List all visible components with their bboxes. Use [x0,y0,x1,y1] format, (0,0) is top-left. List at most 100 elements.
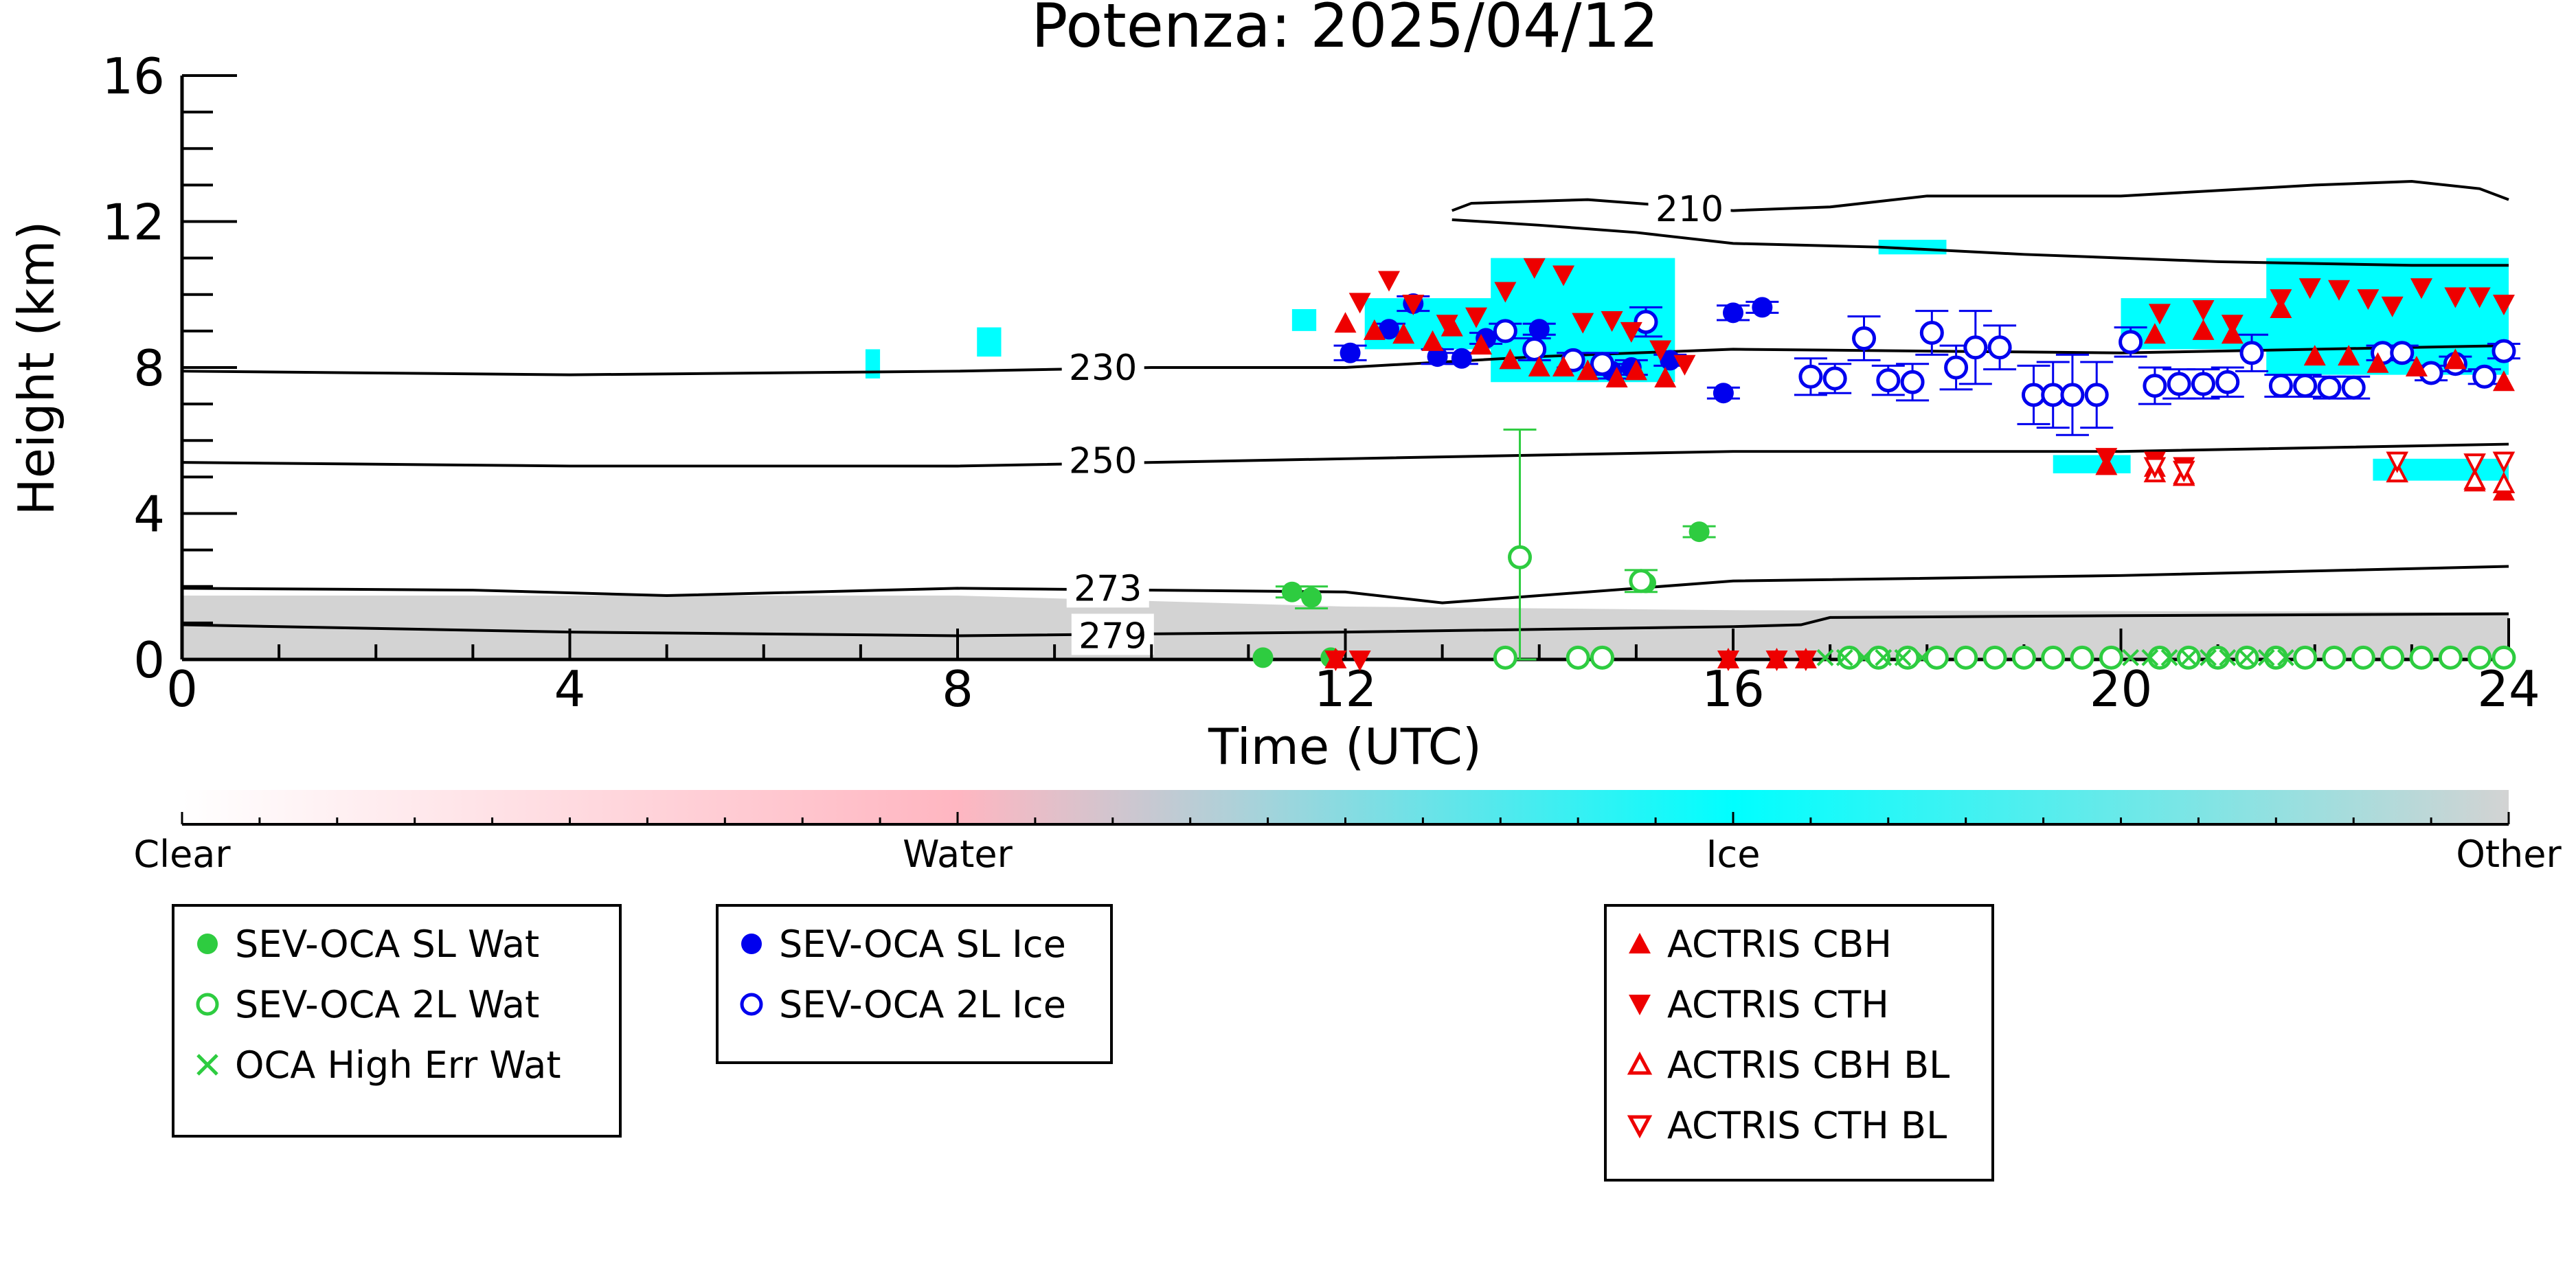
marker-triangle-down [2357,289,2380,310]
marker-open-circle [2239,341,2264,365]
marker-open-triangle-up [2492,471,2516,493]
data-markers [1252,258,2516,671]
marker-triangle-down [1717,651,1739,671]
temperature-contours: 210230250273279210 [181,180,2509,657]
contour-line [1451,180,2509,212]
marker-open-circle [1944,355,1969,380]
marker-open-circle [1866,645,1891,670]
marker-open-circle [1508,545,1533,569]
marker-triangle-down [2221,315,2244,336]
marker-triangle-up [2492,370,2515,392]
contour-label-bg [1066,566,1149,608]
contour-label-bg [1648,186,1731,228]
marker-open-circle [2041,383,2066,407]
marker-open-triangle-down [2463,453,2486,475]
marker-triangle-down [1649,340,1672,361]
marker-x [2180,648,2197,666]
marker-open-circle [1900,370,1925,394]
marker-triangle-up [1470,334,1493,355]
marker-filled-circle [1281,581,1302,602]
marker-open-circle [2099,645,2123,670]
marker-open-circle [1852,326,1877,350]
marker-filled-circle [1252,647,1274,668]
x-axis-label: Time (UTC) [1208,718,1482,776]
marker-open-circle [1590,645,1614,670]
marker-triangle-down [1601,310,1623,332]
marker-filled-circle [1340,342,1361,363]
marker-triangle-up [2303,345,2326,366]
contour-label: 250 [1069,440,1137,482]
marker-open-circle [2041,645,2066,670]
marker-x [2141,648,2159,666]
marker-x [1875,648,1893,666]
legend-item-2l-ice: SEV-OCA 2L Ice [732,982,1066,1026]
contour-label: 279 [1078,615,1146,657]
marker-open-circle [2084,383,2109,407]
colorbar-label-ice: Ice [1706,833,1761,876]
colorbar: Clear Water Ice Other [133,790,2562,876]
marker-x [2200,648,2217,666]
marker-open-circle [2119,330,2143,354]
y-tick-label: 0 [133,631,165,689]
marker-x [2219,648,2237,666]
marker-triangle-down [2148,304,2171,325]
x-tick-label: 20 [2090,660,2153,718]
marker-filled-circle [1427,346,1448,368]
marker-x [1835,648,1853,666]
marker-triangle-up [2338,345,2360,366]
colorbar-label-clear: Clear [133,833,231,876]
marker-triangle-down [1673,354,1696,376]
y-tick-label: 12 [102,194,165,251]
contour-line [1451,218,2509,267]
marker-triangle-down [1794,651,1817,671]
marker-open-circle [2147,645,2172,670]
marker-open-circle [1987,335,2012,360]
marker-open-circle [2021,383,2046,407]
legend-ice: SEV-OCA SL Ice SEV-OCA 2L Ice [716,904,1113,1064]
legend-item-cth-bl: ACTRIS CTH BL [1620,1104,1947,1147]
legend-label: ACTRIS CTH [1667,982,1889,1026]
legend-item-sl-ice: SEV-OCA SL Ice [732,923,1066,966]
contour-line [181,612,2509,637]
contour-label-bg [1071,613,1154,655]
marker-open-circle [2322,645,2347,670]
legend-item-2l-wat: SEV-OCA 2L Wat [188,983,539,1026]
open-triangle-down-icon [1627,1115,1653,1139]
marker-triangle-down [2410,278,2432,300]
marker-open-circle [2070,645,2094,670]
marker-triangle-up [1363,319,1386,340]
marker-open-triangle-down [2143,457,2167,479]
marker-x [2257,648,2275,666]
marker-triangle-down [1324,651,1347,671]
y-tick-label: 16 [102,47,165,105]
y-axis-label: Height (km) [8,221,65,516]
contour-label: 210 [1656,189,1724,230]
marker-open-circle [1590,352,1614,376]
ice-patch [865,349,881,379]
marker-open-circle [1837,645,1862,670]
colorbar-label-other: Other [2456,833,2562,876]
marker-open-circle [2191,372,2215,396]
legend-label: ACTRIS CBH [1667,922,1892,966]
legend-label: SEV-OCA 2L Ice [779,982,1066,1026]
legend-label: SEV-OCA SL Wat [235,922,540,966]
marker-triangle-up [1605,366,1628,387]
marker-open-circle [1566,645,1590,670]
marker-triangle-up [1528,356,1550,376]
marker-triangle-down [2492,295,2515,316]
marker-open-circle [1629,569,1653,594]
marker-triangle-down [1552,265,1575,286]
marker-filled-circle [1713,383,1734,404]
marker-filled-circle [1379,319,1400,340]
marker-x [2238,648,2256,666]
marker-triangle-up [1499,348,1522,370]
marker-open-circle [1798,364,1823,389]
marker-filled-circle [1752,297,1773,318]
marker-open-triangle-down [2386,451,2409,473]
marker-x [2276,648,2294,666]
open-triangle-up-icon [1627,1051,1653,1075]
marker-triangle-down [1523,258,1546,279]
marker-triangle-up [2444,348,2467,370]
legend-item-cbh: ACTRIS CBH [1620,922,1892,966]
marker-open-circle [1876,368,1901,393]
